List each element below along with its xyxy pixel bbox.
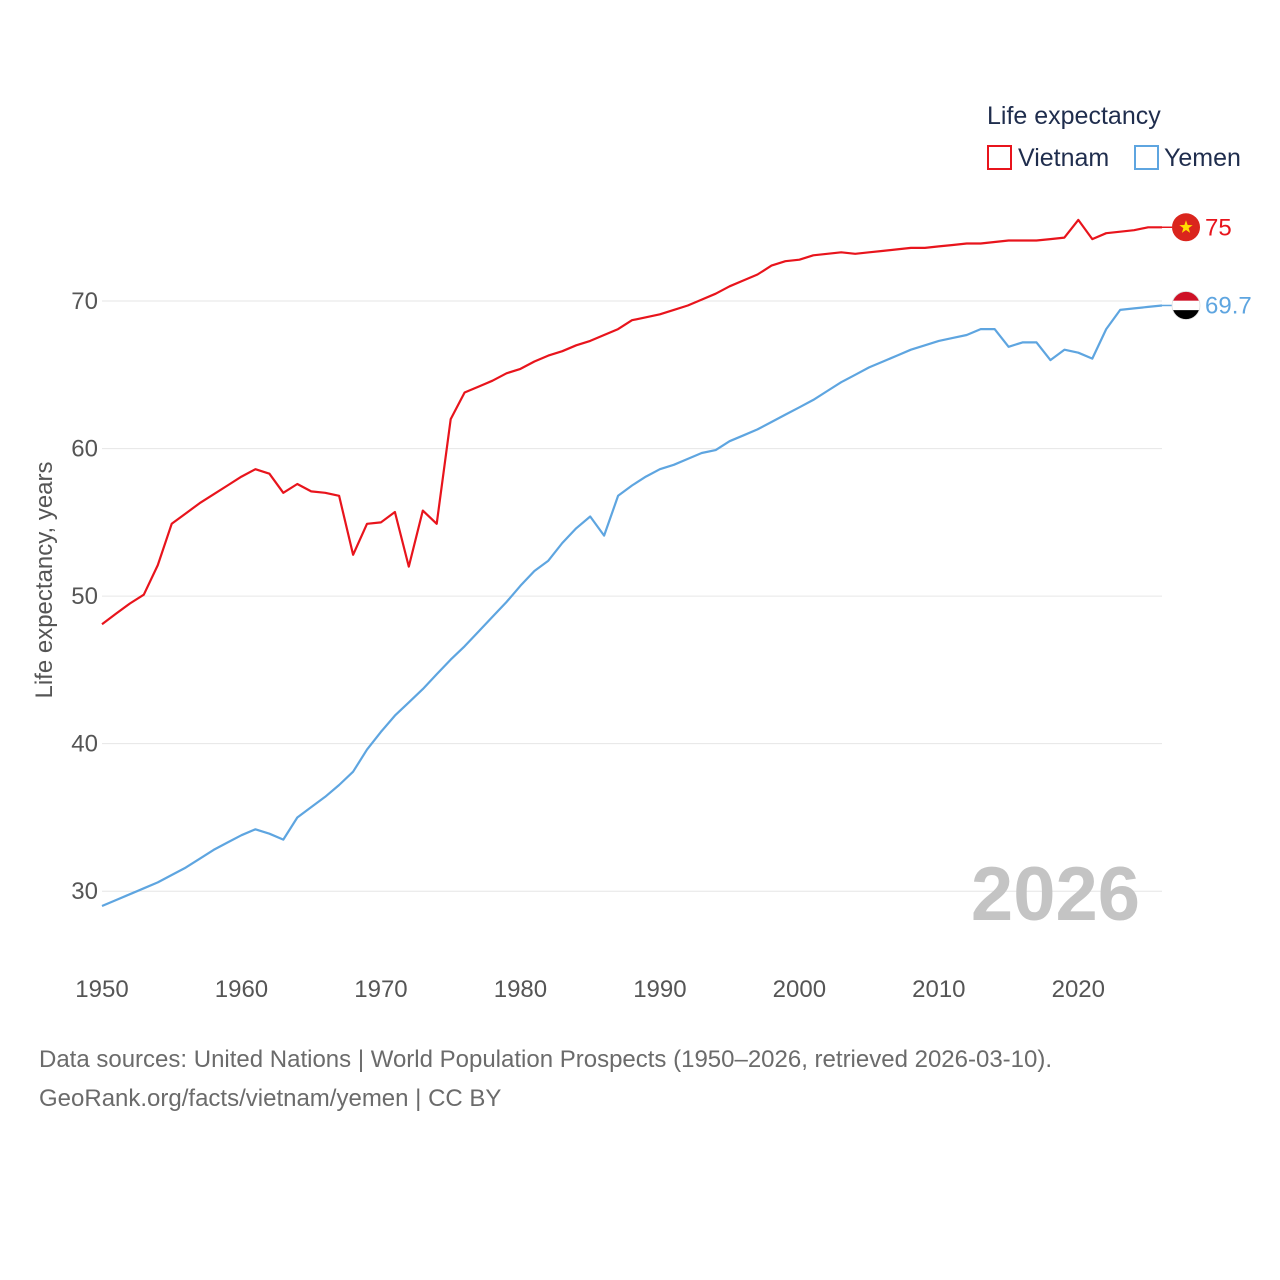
x-tick-1970: 1970 xyxy=(354,976,407,1003)
x-tick-2020: 2020 xyxy=(1052,976,1105,1003)
yemen-flag-icon xyxy=(1171,291,1201,320)
life-expectancy-chart: 30 40 50 60 70 1950 1960 1970 1980 1990 2000 2010 2… xyxy=(31,102,1252,1003)
legend-label-yemen: Yemen xyxy=(1164,144,1241,172)
legend-label-vietnam: Vietnam xyxy=(1018,144,1109,172)
series-line-vietnam xyxy=(101,218,1162,626)
x-tick-2010: 2010 xyxy=(912,976,965,1003)
legend: Life expectancy Vietnam Yemen xyxy=(987,102,1241,172)
y-tick-30: 30 xyxy=(71,878,98,905)
y-tick-70: 70 xyxy=(71,288,98,315)
series-lines xyxy=(101,218,1163,908)
footer-credit[interactable]: GeoRank.org/facts/vietnam/yemen | CC BY xyxy=(39,1085,502,1112)
y-tick-60: 60 xyxy=(71,436,98,463)
x-axis-ticks: 1950 1960 1970 1980 1990 2000 2010 2020 xyxy=(75,976,1105,1003)
footer-sources: Data sources: United Nations | World Pop… xyxy=(39,1046,1053,1073)
y-axis-ticks: 30 40 50 60 70 xyxy=(71,288,98,905)
y-axis-label: Life expectancy, years xyxy=(31,461,58,698)
end-labels: 75 69.7 xyxy=(1162,213,1252,320)
x-tick-1960: 1960 xyxy=(215,976,268,1003)
x-tick-1950: 1950 xyxy=(75,976,128,1003)
legend-swatch-vietnam xyxy=(987,145,1012,170)
x-tick-2000: 2000 xyxy=(773,976,826,1003)
series-line-yemen xyxy=(101,304,1163,908)
legend-item-vietnam[interactable]: Vietnam xyxy=(987,144,1109,172)
y-tick-40: 40 xyxy=(71,731,98,758)
legend-swatch-yemen xyxy=(1134,145,1159,170)
gridlines xyxy=(102,300,1162,892)
vietnam-flag-icon xyxy=(1172,213,1200,242)
legend-title: Life expectancy xyxy=(987,102,1161,130)
y-tick-50: 50 xyxy=(71,583,98,610)
legend-item-yemen[interactable]: Yemen xyxy=(1134,144,1241,172)
x-tick-1990: 1990 xyxy=(633,976,686,1003)
end-label-yemen: 69.7 xyxy=(1205,292,1252,319)
x-tick-1980: 1980 xyxy=(494,976,547,1003)
end-label-vietnam: 75 xyxy=(1205,214,1232,241)
year-watermark: 2026 xyxy=(971,852,1140,937)
